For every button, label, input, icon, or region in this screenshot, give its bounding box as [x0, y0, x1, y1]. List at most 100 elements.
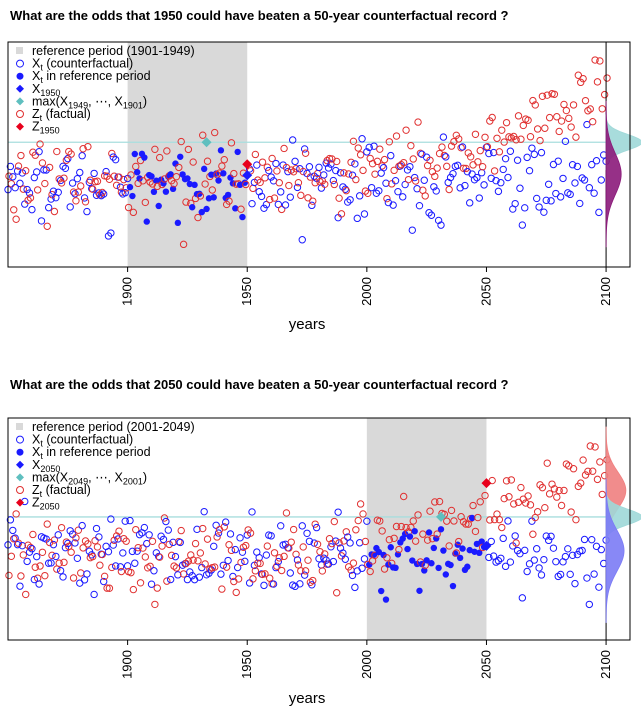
point-counterfactual-reference	[433, 535, 440, 542]
point-counterfactual	[523, 153, 531, 162]
point-factual	[182, 198, 190, 206]
point-factual	[254, 176, 262, 184]
point-factual	[12, 215, 20, 223]
point-factual	[79, 145, 87, 153]
point-counterfactual	[547, 197, 555, 205]
point-counterfactual	[334, 508, 342, 516]
point-counterfactual	[214, 529, 223, 537]
point-counterfactual	[47, 195, 55, 203]
point-counterfactual	[231, 545, 239, 554]
point-factual	[110, 172, 118, 180]
point-factual	[541, 504, 549, 512]
point-factual	[457, 144, 465, 152]
point-counterfactual-reference	[416, 587, 423, 594]
point-factual	[69, 574, 78, 582]
point-factual	[447, 142, 456, 150]
point-counterfactual	[274, 200, 283, 209]
point-counterfactual-reference	[423, 557, 430, 564]
scatter-points	[4, 56, 611, 249]
point-factual	[275, 554, 283, 562]
point-counterfactual	[348, 571, 357, 580]
point-factual	[361, 537, 370, 546]
point-counterfactual	[521, 546, 529, 555]
point-factual	[514, 112, 523, 120]
point-counterfactual	[176, 538, 184, 547]
legend-entry: Zt (factual)	[32, 107, 91, 123]
point-counterfactual	[200, 507, 208, 516]
point-factual	[182, 559, 190, 568]
point-counterfactual	[300, 571, 309, 579]
point-factual	[378, 527, 386, 535]
point-counterfactual	[248, 508, 256, 516]
point-counterfactual	[33, 168, 41, 176]
point-counterfactual	[592, 157, 601, 165]
point-factual	[120, 175, 128, 184]
point-factual	[471, 527, 480, 536]
point-counterfactual	[300, 145, 309, 153]
point-factual	[433, 164, 441, 172]
legend-symbol	[16, 84, 24, 93]
point-counterfactual	[9, 526, 17, 535]
point-counterfactual	[99, 577, 108, 586]
point-factual	[543, 91, 551, 99]
point-counterfactual	[90, 590, 98, 599]
point-factual	[74, 526, 83, 534]
point-counterfactual	[351, 583, 359, 592]
point-factual	[376, 145, 384, 153]
point-factual	[529, 96, 537, 105]
point-counterfactual	[73, 174, 82, 183]
panel-1950: What are the odds that 1950 could have b…	[4, 8, 641, 333]
point-counterfactual	[506, 558, 515, 566]
point-factual	[455, 135, 463, 143]
point-factual	[230, 169, 238, 178]
point-counterfactual	[516, 549, 524, 558]
point-factual	[199, 524, 207, 533]
point-factual	[462, 520, 470, 528]
point-factual	[342, 186, 350, 195]
point-factual	[196, 192, 205, 200]
point-factual	[256, 178, 264, 187]
point-factual	[419, 530, 427, 538]
point-counterfactual	[571, 179, 579, 187]
point-factual	[19, 551, 28, 559]
point-factual	[565, 114, 573, 123]
point-factual	[77, 569, 85, 577]
point-factual	[141, 553, 150, 561]
point-counterfactual	[21, 200, 29, 208]
point-factual	[354, 516, 362, 525]
point-factual	[586, 105, 594, 113]
point-factual	[471, 130, 480, 138]
point-factual	[411, 537, 420, 545]
point-factual	[344, 170, 353, 178]
legend-symbol	[16, 47, 23, 54]
point-factual	[311, 179, 319, 187]
point-counterfactual	[339, 549, 347, 557]
point-counterfactual	[61, 543, 70, 552]
point-counterfactual	[427, 211, 436, 219]
point-factual	[524, 492, 532, 500]
point-counterfactual-reference	[468, 514, 476, 522]
point-factual	[139, 177, 147, 185]
point-factual	[390, 534, 398, 542]
point-factual	[196, 549, 205, 557]
point-factual	[220, 156, 228, 164]
point-counterfactual	[470, 176, 479, 184]
point-factual	[385, 535, 394, 544]
point-factual	[277, 566, 286, 575]
point-factual	[132, 525, 140, 534]
point-counterfactual	[585, 184, 594, 192]
point-counterfactual	[456, 184, 464, 192]
point-factual	[43, 222, 51, 230]
point-factual	[177, 137, 185, 146]
point-counterfactual	[186, 568, 194, 576]
point-factual	[105, 584, 114, 592]
point-factual	[409, 517, 417, 525]
point-counterfactual	[116, 183, 125, 191]
density-curves	[605, 100, 641, 248]
point-counterfactual-reference	[186, 180, 194, 188]
point-factual	[500, 494, 508, 503]
point-counterfactual	[262, 551, 271, 559]
point-factual	[502, 477, 511, 485]
point-counterfactual	[150, 567, 158, 575]
point-factual	[17, 572, 25, 580]
